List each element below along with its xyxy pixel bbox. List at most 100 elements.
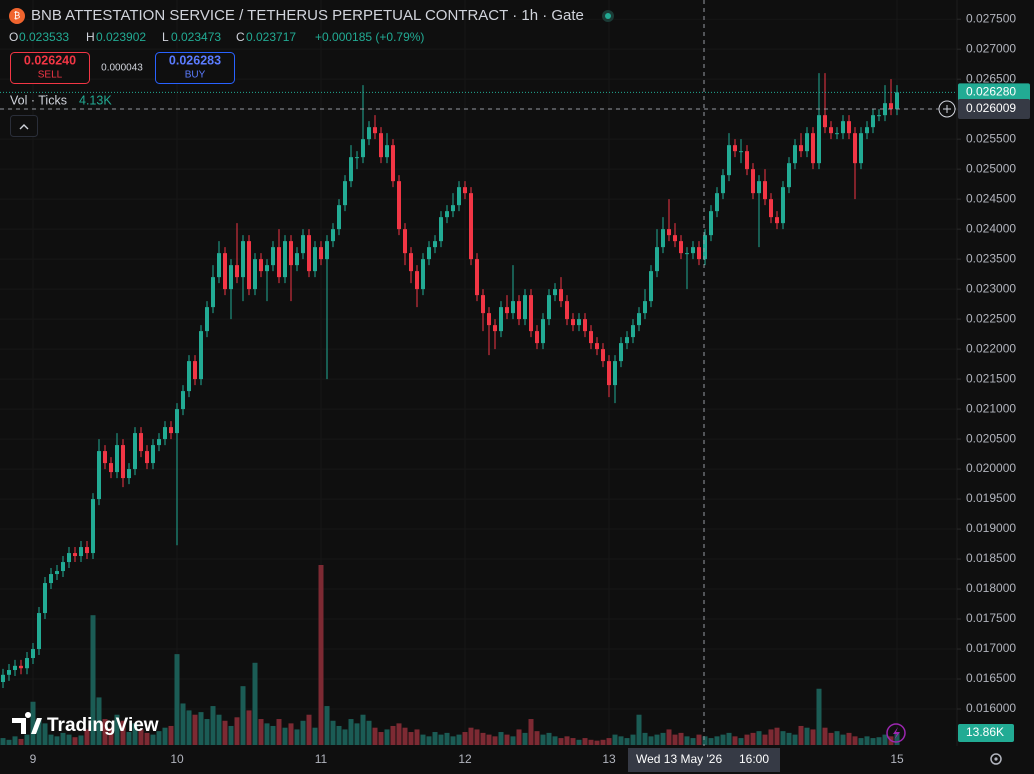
- ohlc-legend: O 0.023533 H 0.023902 L 0.023473 C 0.023…: [9, 30, 424, 44]
- volume-bar: [306, 714, 312, 745]
- candle-body: [691, 247, 695, 254]
- volume-bar: [744, 734, 750, 745]
- y-tick-label: 0.016500: [966, 671, 1016, 685]
- alert-icon[interactable]: [886, 723, 906, 743]
- candle-body: [679, 241, 683, 254]
- candle-body: [799, 145, 803, 152]
- last-volume-label: 13.86K: [966, 725, 1004, 739]
- volume-bar: [732, 736, 738, 745]
- volume-bar: [180, 703, 186, 745]
- crosshair-time: 16:00: [739, 752, 769, 766]
- volume-bar: [894, 733, 900, 745]
- candle-body: [103, 451, 107, 464]
- candle-body: [25, 658, 29, 669]
- collapse-button[interactable]: [10, 115, 38, 137]
- candle-body: [37, 613, 41, 650]
- volume-bar: [750, 732, 756, 745]
- candle-body: [751, 169, 755, 194]
- volume-bar: [726, 732, 732, 745]
- watermark-logo: [12, 711, 42, 734]
- crosshair-time-box: [628, 748, 780, 772]
- y-tick-label: 0.021500: [966, 371, 1016, 385]
- candle-body: [55, 571, 59, 575]
- candle-body: [547, 295, 551, 320]
- volume-bar: [558, 738, 564, 745]
- volume-bar: [318, 565, 324, 745]
- alert-bolt: [893, 727, 900, 740]
- low-value: 0.023473: [171, 30, 221, 44]
- volume-bar: [546, 732, 552, 745]
- volume-bar: [258, 719, 264, 745]
- chart-title: BNB ATTESTATION SERVICE / TETHERUS PERPE…: [31, 7, 584, 24]
- candle-body: [613, 361, 617, 386]
- candle-body: [703, 235, 707, 260]
- candle-body: [511, 301, 515, 314]
- candle-body: [865, 127, 869, 134]
- volume-bar: [144, 732, 150, 745]
- crosshair-price-box: [958, 99, 1030, 119]
- volume-bar: [96, 697, 102, 745]
- volume-bar: [192, 714, 198, 745]
- candle-body: [397, 181, 401, 230]
- sell-box[interactable]: [10, 52, 90, 84]
- high-value: 0.023902: [96, 30, 146, 44]
- volume-bar: [408, 732, 414, 745]
- volume-bar: [738, 738, 744, 745]
- buy-button[interactable]: 0.026283 BUY: [155, 52, 235, 84]
- candle-body: [451, 205, 455, 212]
- y-tick-label: 0.016000: [966, 701, 1016, 715]
- buy-box[interactable]: [155, 52, 235, 84]
- candle-body: [475, 259, 479, 296]
- candle-body: [49, 574, 53, 584]
- candle-body: [721, 175, 725, 194]
- sell-button[interactable]: 0.026240 SELL: [10, 52, 90, 84]
- volume-bar: [504, 734, 510, 745]
- symbol-icon: [9, 8, 25, 24]
- volume-bar: [666, 729, 672, 745]
- volume-bar: [864, 736, 870, 745]
- candle-body: [541, 319, 545, 344]
- candle-body: [403, 229, 407, 254]
- settings-icon[interactable]: [990, 753, 1002, 765]
- candle-body: [253, 259, 257, 290]
- volume-bar: [108, 727, 114, 745]
- candle-body: [685, 253, 689, 255]
- candle-body: [859, 133, 863, 164]
- candle-body: [19, 665, 23, 669]
- volume-bar: [486, 734, 492, 745]
- volume-bar: [870, 738, 876, 745]
- volume-bar: [654, 734, 660, 745]
- candle-body: [673, 235, 677, 242]
- volume-bar: [270, 725, 276, 745]
- indicator-value: 4.13K: [79, 93, 112, 107]
- close-value: 0.023717: [246, 30, 296, 44]
- volume-bar: [498, 732, 504, 745]
- volume-bar: [24, 734, 30, 745]
- candle-body: [493, 325, 497, 332]
- candle-body: [193, 361, 197, 380]
- volume-bar: [48, 734, 54, 745]
- volume-bar: [588, 739, 594, 745]
- volume-bar: [882, 734, 888, 745]
- volume-bar: [822, 727, 828, 745]
- candle-body: [205, 307, 209, 332]
- y-tick-label: 0.023500: [966, 251, 1016, 265]
- volume-bar: [42, 723, 48, 745]
- candle-body: [499, 307, 503, 332]
- candle-body: [145, 451, 149, 464]
- volume-bar: [294, 729, 300, 745]
- candle-body: [247, 241, 251, 290]
- candle-body: [259, 259, 263, 272]
- candle-body: [763, 181, 767, 200]
- volume-bar: [684, 736, 690, 745]
- volume-bar: [378, 732, 384, 745]
- volume-bar: [60, 732, 66, 745]
- volume-bar: [204, 719, 210, 745]
- settings-dot: [994, 757, 998, 761]
- collapse-box[interactable]: [10, 115, 38, 137]
- volume-bar: [840, 734, 846, 745]
- volume-bar: [510, 736, 516, 745]
- volume-bar: [360, 714, 366, 745]
- buy-price: 0.026283: [169, 53, 221, 67]
- candle-body: [817, 115, 821, 164]
